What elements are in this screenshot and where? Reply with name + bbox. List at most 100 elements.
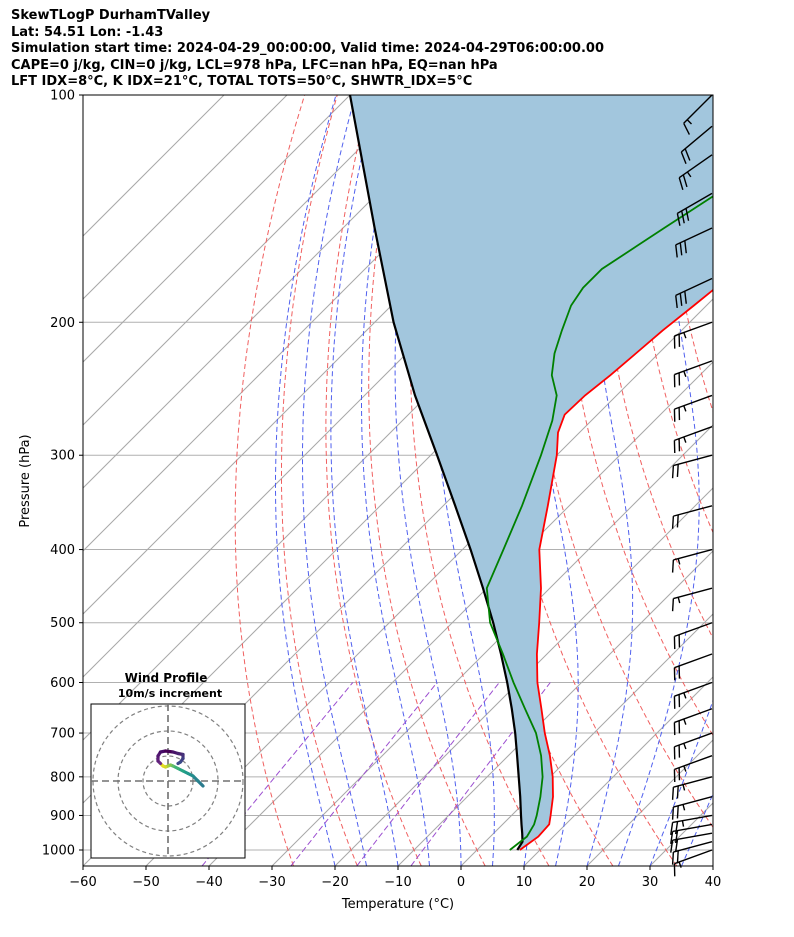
barb-half [686, 119, 692, 125]
dry-adiabat [281, 95, 358, 866]
barb-staff [674, 321, 713, 337]
y-tick-label: 200 [50, 316, 75, 331]
y-tick-label: 100 [50, 89, 75, 104]
y-tick-label: 500 [50, 616, 75, 631]
x-tick-label: −40 [195, 875, 222, 890]
wind-barb [678, 154, 713, 191]
isotherm-line [460, 613, 713, 866]
x-tick-label: −20 [321, 875, 348, 890]
barb-staff [680, 125, 713, 153]
isotherm-line [83, 95, 225, 237]
barb-half [683, 743, 687, 750]
wind-barb [671, 548, 713, 573]
barb-flag [671, 787, 675, 800]
dry-adiabat [729, 95, 794, 866]
x-tick-label: 40 [705, 875, 722, 890]
x-tick-label: −60 [69, 875, 96, 890]
barb-staff [674, 732, 713, 748]
dry-adiabat [761, 95, 794, 866]
isotherm-line [334, 487, 713, 866]
barb-flag [671, 852, 675, 865]
wind-barb [673, 708, 713, 736]
wind-barb [670, 823, 713, 844]
y-tick-label: 700 [50, 727, 75, 742]
chart-title: SkewTLogP DurhamTValley [11, 8, 211, 23]
barb-half [681, 820, 685, 827]
barb-flag [670, 840, 674, 853]
wind-barb [673, 755, 713, 783]
x-tick-label: −50 [132, 875, 159, 890]
dry-adiabat [561, 95, 713, 737]
x-tick-label: −10 [384, 875, 411, 890]
x-tick-label: 0 [457, 875, 465, 890]
moist-adiabat [302, 95, 367, 866]
barb-half [686, 171, 692, 178]
barb-flag [685, 208, 690, 221]
x-tick-label: 30 [642, 875, 659, 890]
wind-barb [671, 841, 713, 865]
barb-flag [680, 151, 687, 164]
barb-staff [673, 796, 713, 808]
isotherm-line [776, 95, 794, 866]
barb-flag [671, 598, 675, 612]
isotherm-line [83, 95, 351, 363]
barb-half [683, 332, 687, 339]
barb-half [683, 718, 687, 725]
x-tick-label: 10 [516, 875, 533, 890]
wind-barb [673, 394, 713, 422]
wind-barb [676, 192, 713, 226]
wind-profile-inset: Wind Profile 10m/s increment [90, 671, 246, 859]
hodograph-segment [176, 760, 183, 766]
barb-half [683, 405, 687, 412]
barb-staff [674, 653, 713, 669]
barb-staff [672, 823, 713, 833]
isotherm-line [83, 95, 288, 300]
barb-staff [683, 94, 713, 124]
barb-half [683, 436, 687, 443]
barb-flag [670, 831, 674, 844]
barb-staff [674, 708, 713, 724]
y-axis-label: Pressure (hPa) [18, 434, 33, 527]
moist-adiabat [586, 95, 634, 866]
wind-barb [673, 732, 713, 760]
wind-barb [673, 321, 713, 349]
barb-flag [674, 839, 679, 852]
barb-half [682, 784, 686, 791]
wind-barb [670, 814, 713, 836]
barb-half [683, 692, 687, 699]
barb-flag [676, 805, 679, 819]
mixing-ratio-line [356, 682, 500, 866]
barb-staff [673, 454, 713, 467]
moist-adiabat [681, 792, 713, 866]
barb-flag [674, 830, 679, 844]
time-line: Simulation start time: 2024-04-29_00:00:… [11, 41, 604, 56]
y-tick-label: 800 [50, 770, 75, 785]
dry-adiabat [234, 95, 306, 866]
y-tick-label: 900 [50, 809, 75, 824]
mixing-ratio-line [290, 682, 438, 866]
wind-barb [671, 796, 713, 820]
indices-line: LFT IDX=8°C, K IDX=21°C, TOTAL TOTS=50°C… [11, 74, 473, 89]
isotherm-line [83, 95, 477, 489]
wind-barb [673, 653, 713, 681]
barb-staff [673, 505, 713, 517]
barb-staff [672, 832, 713, 841]
wind-barb [673, 622, 713, 650]
barb-flag [671, 559, 675, 573]
y-tick-label: 300 [50, 449, 75, 464]
barb-staff [675, 277, 713, 297]
barb-staff [677, 192, 713, 215]
cape-line: CAPE=0 j/kg, CIN=0 j/kg, LCL=978 hPa, LF… [11, 57, 498, 73]
chart-header: SkewTLogP DurhamTValley Lat: 54.51 Lon: … [11, 8, 604, 91]
barb-staff [674, 622, 713, 638]
location-line: Lat: 54.51 Lon: -1.43 [11, 24, 164, 40]
barb-staff [672, 814, 713, 824]
barb-flag [676, 850, 679, 864]
wind-barbs [670, 94, 713, 877]
barb-flag [676, 514, 679, 528]
moist-adiabat [361, 95, 430, 866]
barb-half [678, 861, 682, 868]
barb-flag [684, 291, 687, 304]
wind-barb [680, 125, 713, 164]
dry-adiabat [368, 95, 486, 866]
